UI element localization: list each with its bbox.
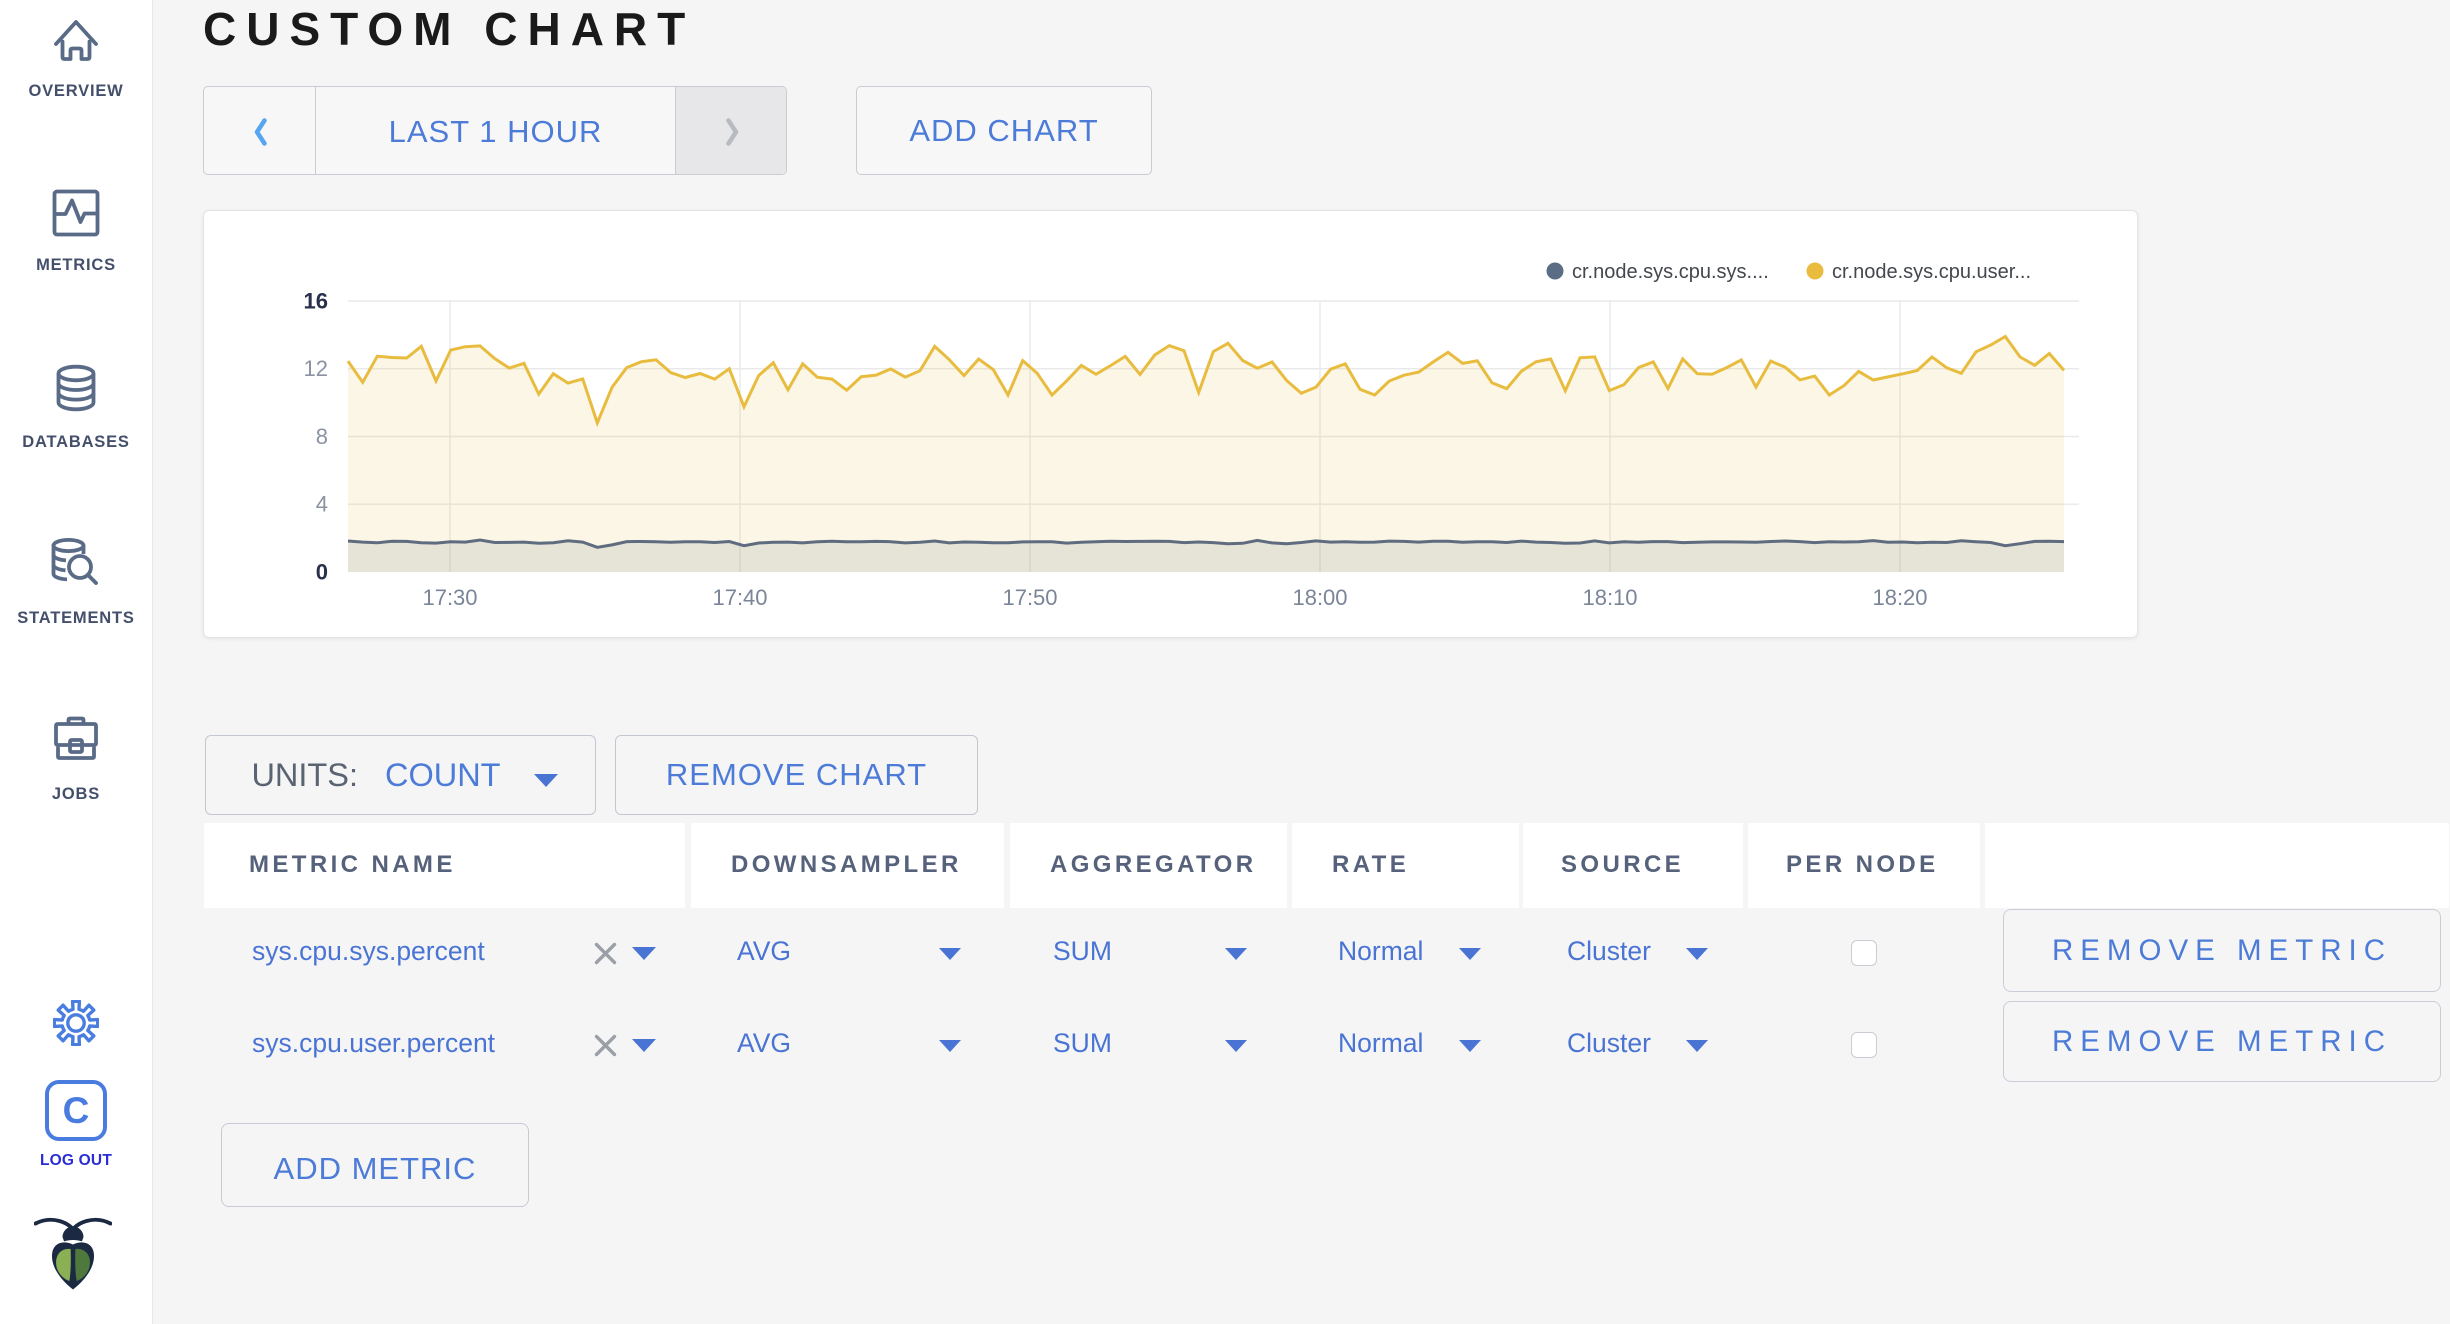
svg-text:0: 0 (316, 560, 328, 585)
svg-text:17:50: 17:50 (1002, 585, 1057, 610)
svg-text:cr.node.sys.cpu.sys....: cr.node.sys.cpu.sys.... (1572, 261, 1769, 283)
svg-text:4: 4 (316, 492, 328, 517)
svg-text:8: 8 (316, 424, 328, 449)
svg-text:18:20: 18:20 (1872, 585, 1927, 610)
svg-text:cr.node.sys.cpu.user...: cr.node.sys.cpu.user... (1832, 261, 2031, 283)
svg-text:17:40: 17:40 (712, 585, 767, 610)
svg-text:16: 16 (304, 289, 328, 314)
svg-text:18:00: 18:00 (1292, 585, 1347, 610)
svg-text:17:30: 17:30 (422, 585, 477, 610)
svg-text:18:10: 18:10 (1582, 585, 1637, 610)
svg-text:12: 12 (304, 356, 328, 381)
